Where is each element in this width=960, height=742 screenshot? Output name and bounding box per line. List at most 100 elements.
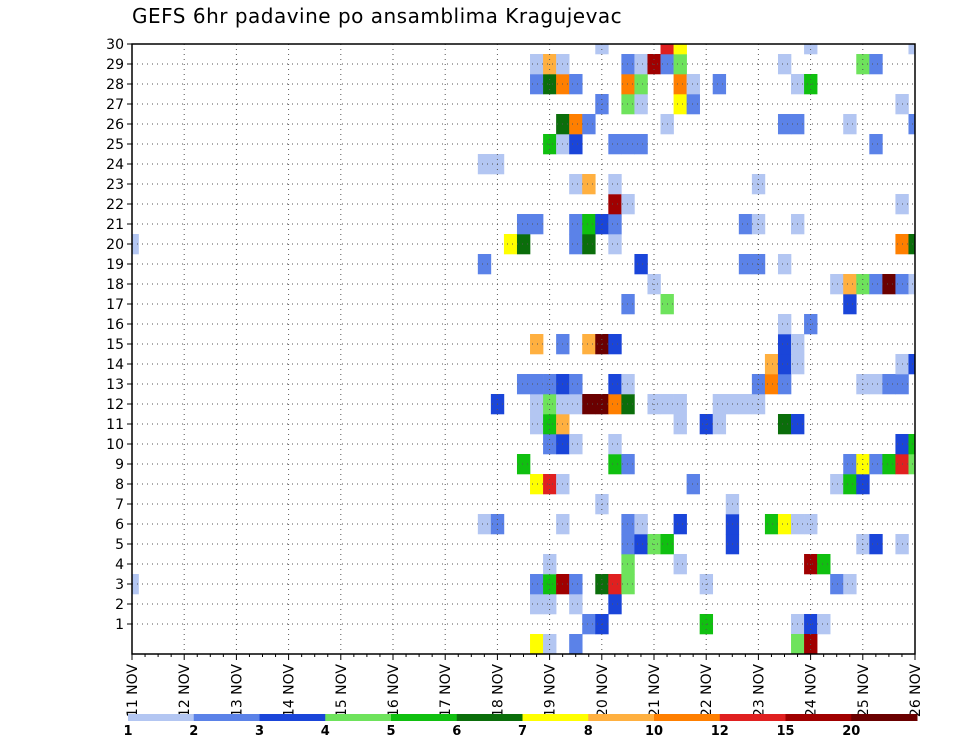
heatmap-cell [569,374,583,395]
heatmap-cell [843,574,857,595]
y-tick-label: 7 [115,497,124,513]
y-tick-label: 8 [115,477,124,493]
heatmap-cell [569,114,583,135]
heatmap-cell [764,514,779,535]
y-tick-label: 5 [115,537,124,553]
legend-label: 4 [321,724,330,739]
x-tick-label: 11 NOV [125,664,141,718]
heatmap-cell [621,534,635,555]
y-tick-label: 4 [115,557,124,573]
heatmap-cell [530,374,544,395]
x-tick-label: 23 NOV [751,664,767,718]
x-axis: 11 NOV 12 NOV 13 NOV 14 NOV 15 NOV 16 NOV 17 N… [125,654,924,717]
heatmap-cell [634,54,648,75]
y-tick-label: 6 [115,517,124,533]
legend-label: 6 [452,724,461,739]
x-tick-label: 12 NOV [177,664,193,718]
heatmap-cell [712,414,727,435]
x-tick-label: 21 NOV [647,664,663,718]
heatmap-cell [477,254,492,275]
heatmap-cell [621,554,635,575]
heatmap-cell [673,54,687,75]
heatmap-cell [621,454,635,475]
x-tick-label: 24 NOV [804,664,820,718]
heatmap-cell [530,574,544,595]
heatmap-cell [516,214,531,235]
heatmap-cell [569,594,583,615]
heatmap-cell [530,54,544,75]
heatmap-cell [673,414,687,435]
heatmap-cell [608,574,622,595]
heatmap-cell [634,254,648,275]
x-tick-label: 18 NOV [490,664,506,718]
y-tick-label: 29 [106,57,124,73]
heatmap-cell [764,354,779,375]
heatmap-cell [777,414,792,435]
x-tick-label: 14 NOV [282,664,298,718]
heatmap-cell [503,234,518,255]
heatmap-cell [843,274,857,295]
legend-swatch [259,714,326,721]
heatmap-cell [621,574,635,595]
heatmap-cell [673,94,687,115]
heatmap-cell [686,474,700,495]
heatmap-cell [621,394,635,415]
heatmap-cell [908,274,916,295]
heatmap-cell [569,174,583,195]
heatmap-cell [634,534,648,555]
heatmap-cell [569,214,583,235]
heatmap-cell [869,134,883,155]
legend-label: 3 [255,724,264,739]
y-tick-label: 2 [115,597,124,613]
y-tick-label: 23 [106,177,124,193]
heatmap-cell [777,334,792,355]
y-tick-label: 30 [106,37,124,53]
y-tick-label: 26 [106,117,124,133]
heatmap-cell [764,374,779,395]
y-tick-label: 16 [106,317,124,333]
heatmap-cell [569,634,583,655]
heatmap-cell [712,394,727,415]
heatmap-cell [673,44,687,55]
heatmap-cell [817,554,831,575]
legend-label: 1 [123,724,132,739]
heatmap-cell [686,74,700,95]
heatmap-cell [621,134,635,155]
heatmap-cell [908,234,916,255]
x-tick-label: 25 NOV [856,664,872,718]
y-tick-label: 12 [106,397,124,413]
y-tick-label: 11 [106,417,124,433]
chart-title: GEFS 6hr padavine po ansamblima Kragujev… [132,4,623,28]
heatmap-cell [634,94,648,115]
heatmap-cell [634,514,648,535]
x-tick-label: 13 NOV [229,664,245,718]
y-tick-label: 17 [106,297,124,313]
legend-label: 5 [386,724,395,739]
heatmap-cell [582,334,596,355]
heatmap-cell [843,294,857,315]
legend-label: 7 [518,724,527,739]
legend-swatch [654,714,721,721]
heatmap-cell [516,374,531,395]
heatmap-cell [608,594,622,615]
heatmap-cell [738,254,753,275]
x-tick-label: 26 NOV [908,664,924,718]
y-tick-label: 3 [115,577,124,593]
cells-layer [132,44,916,655]
y-tick-label: 19 [106,257,124,273]
x-tick-label: 15 NOV [334,664,350,718]
legend-swatch [785,714,852,721]
heatmap-cell [777,374,792,395]
legend-label: 8 [584,724,593,739]
heatmap-cell [738,394,753,415]
heatmap-cell [817,614,831,635]
heatmap-cell [791,634,805,655]
y-tick-label: 1 [115,617,124,633]
heatmap-cell [608,214,622,235]
heatmap-cell [830,574,844,595]
heatmap-cell [530,634,544,655]
heatmap-cell [621,74,635,95]
heatmap-cell [582,214,596,235]
legend-label: 2 [189,724,198,739]
x-tick-label: 20 NOV [595,664,611,718]
